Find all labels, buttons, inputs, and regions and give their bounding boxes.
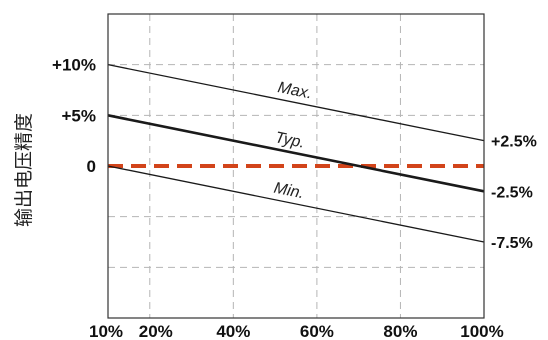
x-tick-label: 40% <box>216 322 250 340</box>
label-layer: Max. +2.5% Typ. -2.5% Min. -7.5% +10% +5% 0 10% 20… <box>52 56 537 340</box>
series-line-typ <box>107 114 485 193</box>
right-edge-label: +2.5% <box>491 134 537 151</box>
series-label-typ: Typ. <box>274 129 307 152</box>
y-tick-label: +5% <box>62 106 97 125</box>
series-layer <box>107 64 485 243</box>
series-line-max <box>107 64 485 142</box>
x-tick-label: 100% <box>460 322 503 340</box>
y-axis-label: 输出电压精度 <box>13 113 35 227</box>
series-line-min <box>107 165 485 243</box>
right-edge-label: -7.5% <box>491 235 533 252</box>
x-tick-label: 10% <box>89 322 123 340</box>
y-tick-label: 0 <box>87 157 96 176</box>
right-edge-label: -2.5% <box>491 184 533 201</box>
x-tick-label: 60% <box>300 322 334 340</box>
series-label-min: Min. <box>272 180 305 203</box>
x-tick-label: 80% <box>383 322 417 340</box>
plot-frame <box>107 13 485 319</box>
y-tick-label: +10% <box>52 56 96 75</box>
x-tick-label: 20% <box>139 322 173 340</box>
series-label-max: Max. <box>276 79 313 103</box>
grid-layer <box>108 14 484 318</box>
